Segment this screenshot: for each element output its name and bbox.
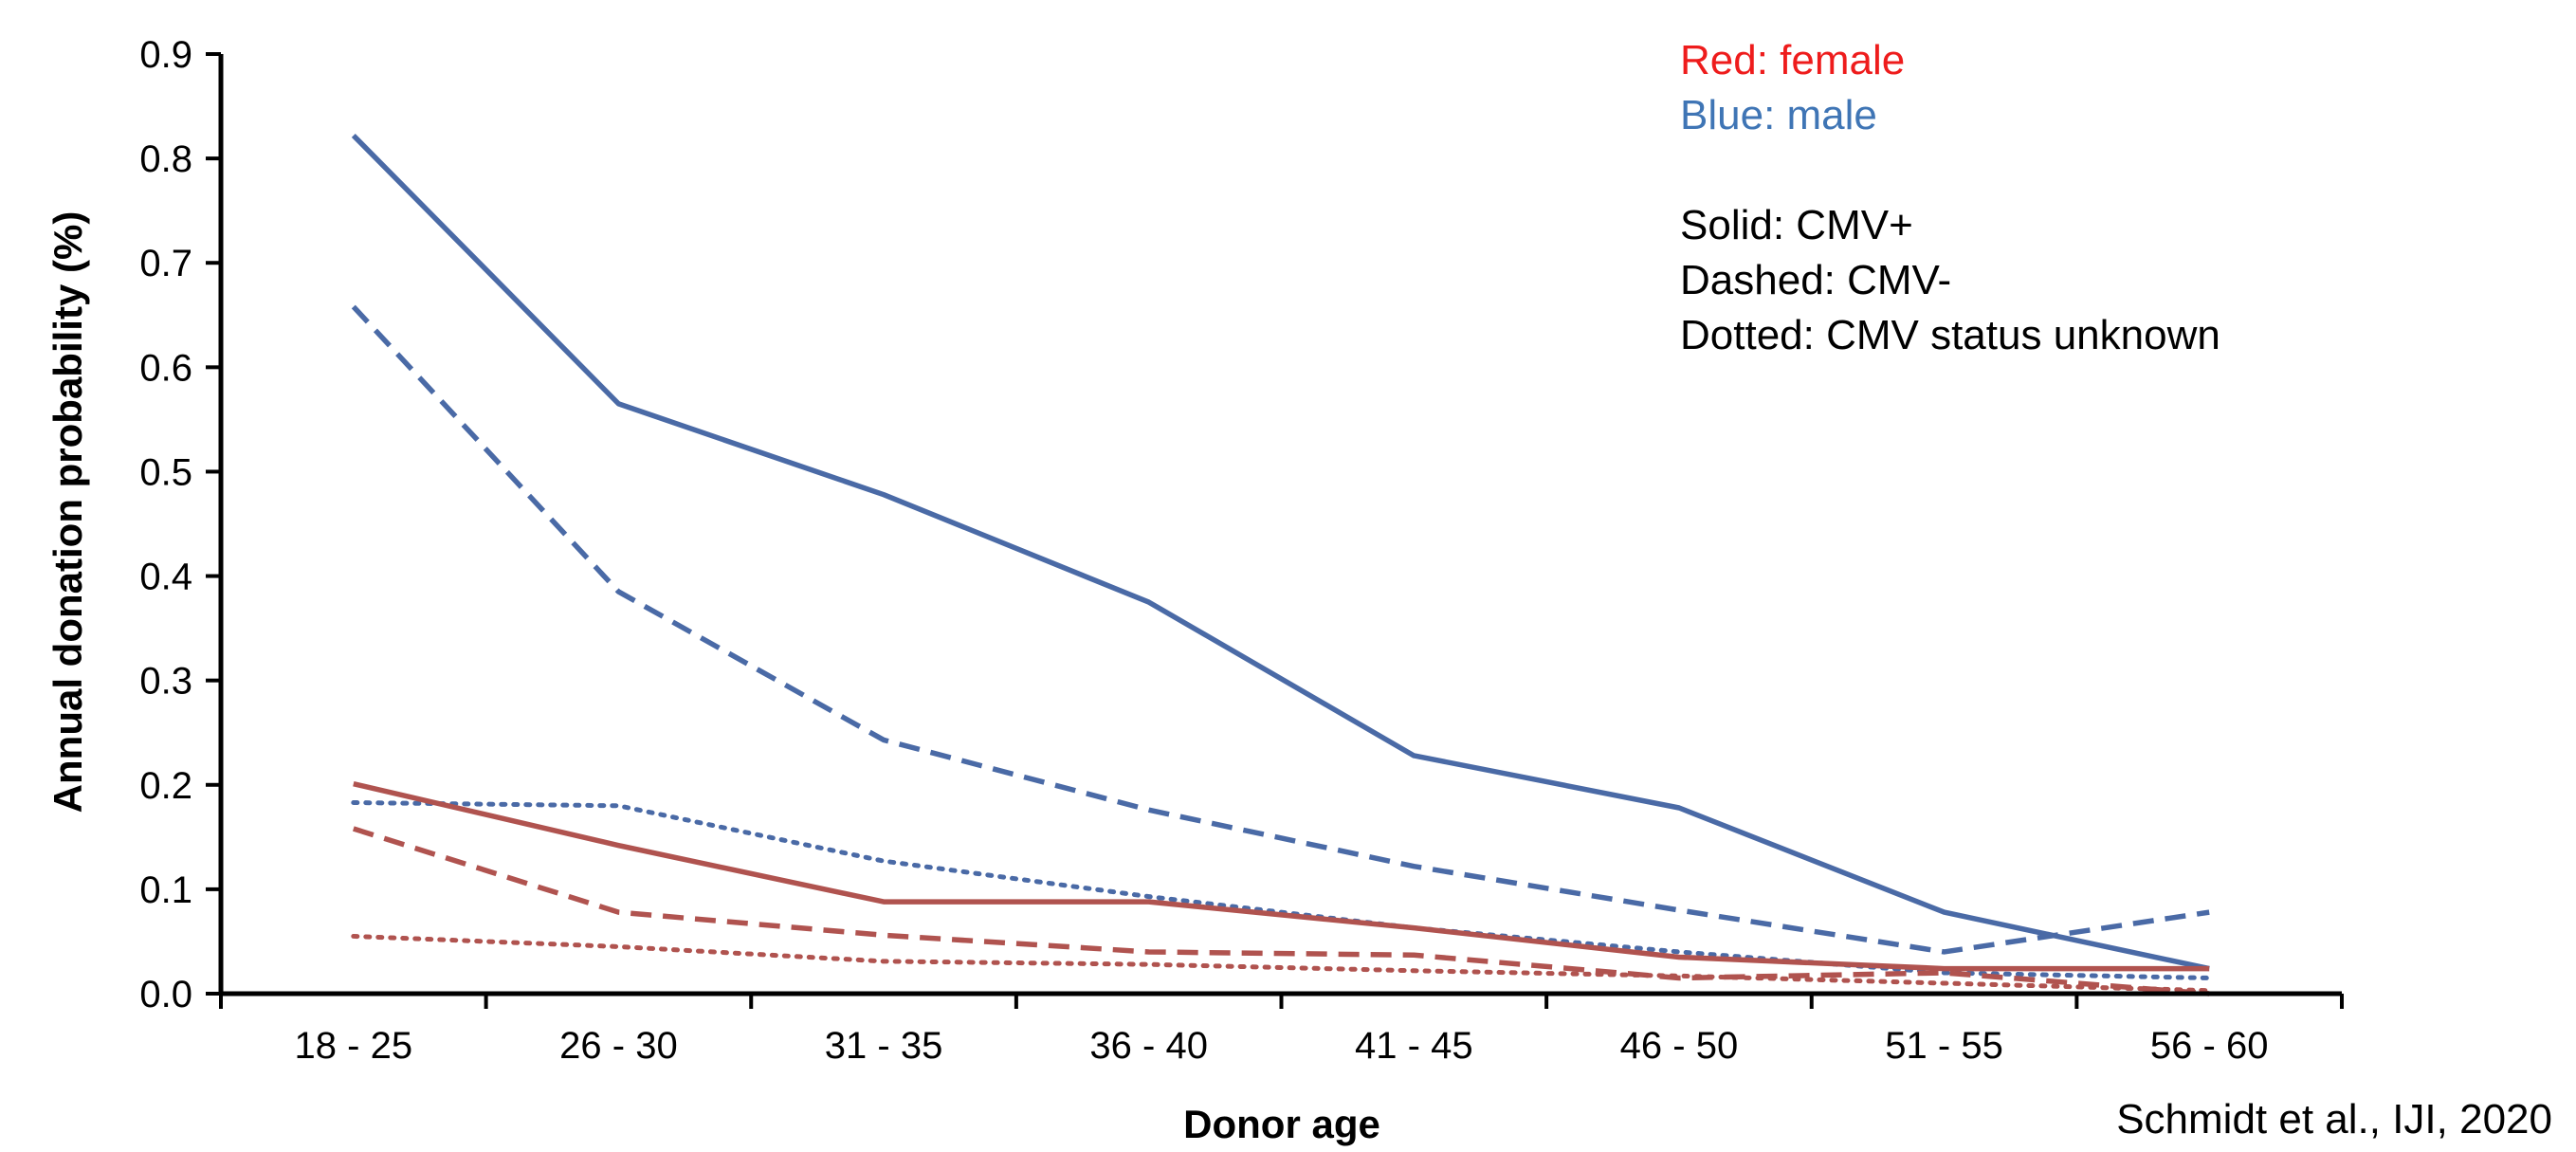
x-tick-label: 36 - 40 bbox=[1089, 1025, 1208, 1067]
y-axis-title: Annual donation probability (%) bbox=[46, 211, 90, 814]
y-ticks: 0.0 0.1 0.2 0.3 0.4 0.5 0.6 0.7 0.8 0.9 bbox=[139, 34, 221, 1015]
y-tick-label: 0.6 bbox=[139, 347, 192, 389]
x-axis-title: Donor age bbox=[1183, 1102, 1380, 1146]
legend-line: Blue: male bbox=[1680, 92, 1877, 138]
y-tick-label: 0.0 bbox=[139, 974, 192, 1015]
series-line-male-cmv-pos bbox=[351, 133, 2210, 972]
legend-line: Dotted: CMV status unknown bbox=[1680, 312, 2220, 358]
series-line-female-cmv-pos bbox=[353, 780, 2210, 972]
x-tick-label: 26 - 30 bbox=[559, 1025, 678, 1067]
legend-line: Solid: CMV+ bbox=[1680, 202, 1913, 248]
y-tick-label: 0.5 bbox=[139, 451, 192, 493]
series-line-female-cmv-unknown bbox=[351, 933, 2212, 994]
series-line-female-cmv-neg bbox=[352, 826, 2210, 997]
y-tick-label: 0.2 bbox=[139, 765, 192, 807]
legend-line: Red: female bbox=[1680, 37, 1905, 83]
y-tick-label: 0.8 bbox=[139, 138, 192, 180]
series-layer bbox=[351, 133, 2212, 997]
y-tick-label: 0.4 bbox=[139, 557, 192, 598]
y-tick-label: 0.1 bbox=[139, 869, 192, 911]
x-tick-label: 41 - 45 bbox=[1355, 1025, 1473, 1067]
y-tick-label: 0.3 bbox=[139, 661, 192, 703]
x-tick-label: 56 - 60 bbox=[2150, 1025, 2269, 1067]
series-line-male-cmv-neg bbox=[351, 304, 2210, 955]
legend: Red: female Blue: male Solid: CMV+ Dashed: … bbox=[1680, 37, 2220, 358]
x-tick-label: 51 - 55 bbox=[1885, 1025, 2003, 1067]
x-tick-label: 46 - 50 bbox=[1620, 1025, 1739, 1067]
x-tick-label: 31 - 35 bbox=[825, 1025, 943, 1067]
y-tick-label: 0.7 bbox=[139, 243, 192, 284]
x-ticks: 18 - 25 26 - 30 31 - 35 36 - 40 41 - 45 46 - … bbox=[219, 994, 2344, 1067]
legend-line: Dashed: CMV- bbox=[1680, 257, 1951, 303]
axes-layer bbox=[218, 54, 2342, 997]
y-tick-label: 0.9 bbox=[139, 34, 192, 76]
citation-text: Schmidt et al., IJI, 2020 bbox=[2116, 1096, 2552, 1143]
x-tick-label: 18 - 25 bbox=[295, 1025, 413, 1067]
